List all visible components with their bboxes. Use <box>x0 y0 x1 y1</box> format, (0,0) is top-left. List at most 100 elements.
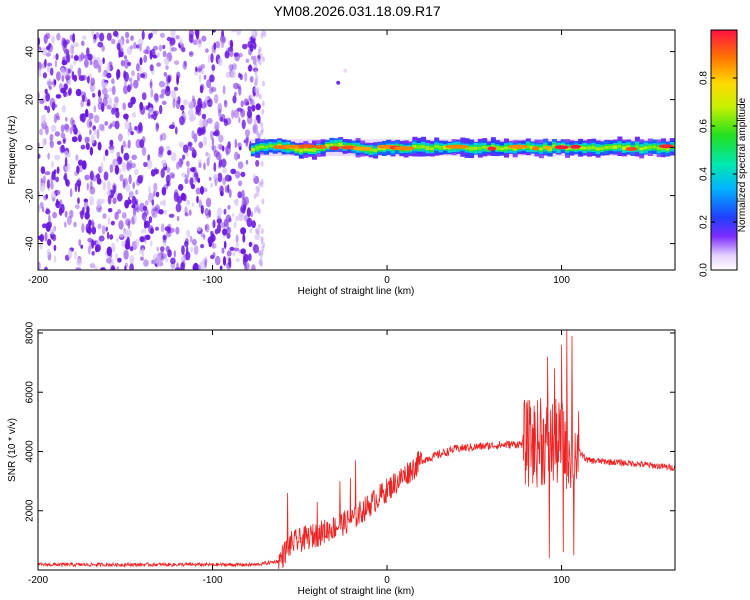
noise-cell <box>88 121 93 127</box>
noise-cell <box>51 35 55 45</box>
noise-cell <box>53 113 58 124</box>
noise-cell <box>133 79 139 89</box>
noise-cell <box>117 209 122 215</box>
noise-cell <box>159 104 163 115</box>
noise-cell <box>216 218 222 224</box>
noise-cell <box>155 226 159 231</box>
noise-cell <box>222 256 227 266</box>
noise-cell <box>96 177 102 185</box>
noise-cell <box>156 62 162 67</box>
noise-cell <box>66 215 72 226</box>
noise-cell <box>217 172 223 183</box>
noise-cell <box>122 179 126 189</box>
band-hotspot <box>297 144 317 149</box>
noise-cell <box>76 179 82 187</box>
noise-cell <box>127 61 132 67</box>
noise-cell <box>178 158 183 168</box>
noise-cell <box>103 171 109 181</box>
noise-cell <box>75 88 82 97</box>
noise-cell <box>86 75 90 84</box>
band-cell <box>333 143 339 147</box>
noise-cell <box>221 247 225 254</box>
noise-cell <box>92 85 96 92</box>
noise-cell <box>93 59 99 69</box>
noise-cell <box>119 48 125 56</box>
noise-cell <box>246 109 253 119</box>
noise-cell <box>233 82 239 90</box>
noise-edge-cell <box>254 63 258 69</box>
noise-cell <box>212 219 216 229</box>
noise-cell <box>148 216 153 224</box>
noise-cell <box>69 126 73 135</box>
noise-edge-cell <box>255 228 259 234</box>
noise-cell <box>212 131 219 137</box>
noise-cell <box>128 191 134 198</box>
noise-cell <box>143 49 149 54</box>
noise-cell <box>199 103 203 109</box>
noise-cell <box>178 183 184 191</box>
noise-cell <box>149 81 153 89</box>
noise-cell <box>151 208 156 216</box>
noise-cell <box>201 113 207 120</box>
noise-cell <box>159 32 165 38</box>
noise-cell <box>219 265 223 270</box>
noise-cell <box>188 33 194 44</box>
band-cell <box>608 145 614 149</box>
noise-cell <box>238 146 242 151</box>
noise-cell <box>106 190 111 196</box>
noise-cell <box>48 42 52 48</box>
noise-cell <box>117 133 123 142</box>
band-cell <box>429 147 435 150</box>
noise-cell <box>106 231 110 240</box>
noise-cell <box>190 167 196 173</box>
noise-cell <box>97 41 104 48</box>
noise-cell <box>102 213 107 219</box>
band-cell <box>617 144 623 148</box>
noise-cell <box>50 175 54 183</box>
noise-cell <box>124 265 127 270</box>
noise-cell <box>179 115 185 126</box>
noise-cell <box>121 161 127 172</box>
noise-cell <box>207 98 213 108</box>
noise-cell <box>225 214 232 223</box>
band-cell <box>373 148 379 152</box>
band-cell <box>338 142 344 147</box>
noise-cell <box>163 199 166 207</box>
noise-cell <box>141 136 146 144</box>
noise-cell <box>214 228 219 235</box>
noise-cell <box>67 153 71 158</box>
noise-cell <box>221 42 224 49</box>
noise-cell <box>161 88 167 95</box>
noise-cell <box>234 91 237 97</box>
noise-cell <box>47 62 53 67</box>
noise-cell <box>237 191 242 199</box>
noise-cell <box>214 255 221 266</box>
noise-cell <box>45 222 51 232</box>
noise-cell <box>114 164 120 175</box>
noise-cell <box>159 94 165 99</box>
band-hotspot <box>314 145 327 149</box>
noise-cell <box>203 136 208 147</box>
noise-cell <box>234 198 239 207</box>
noise-edge-cell <box>260 32 264 39</box>
noise-cell <box>45 194 48 199</box>
noise-edge-cell <box>254 207 257 213</box>
noise-cell <box>79 113 84 122</box>
noise-cell <box>192 39 198 45</box>
noise-cell <box>106 180 111 191</box>
band-cell <box>626 145 632 149</box>
noise-cell <box>223 118 228 123</box>
band-cell <box>250 148 256 152</box>
noise-cell <box>118 233 124 238</box>
noise-cell <box>198 199 202 209</box>
noise-cell <box>102 87 108 96</box>
noise-cell <box>86 118 93 129</box>
band-cell <box>656 146 662 150</box>
noise-cell <box>80 52 85 61</box>
noise-cell <box>163 210 168 215</box>
noise-cell <box>156 52 161 58</box>
noise-cell <box>115 237 119 243</box>
noise-cell <box>231 63 237 71</box>
noise-cell <box>202 126 206 134</box>
